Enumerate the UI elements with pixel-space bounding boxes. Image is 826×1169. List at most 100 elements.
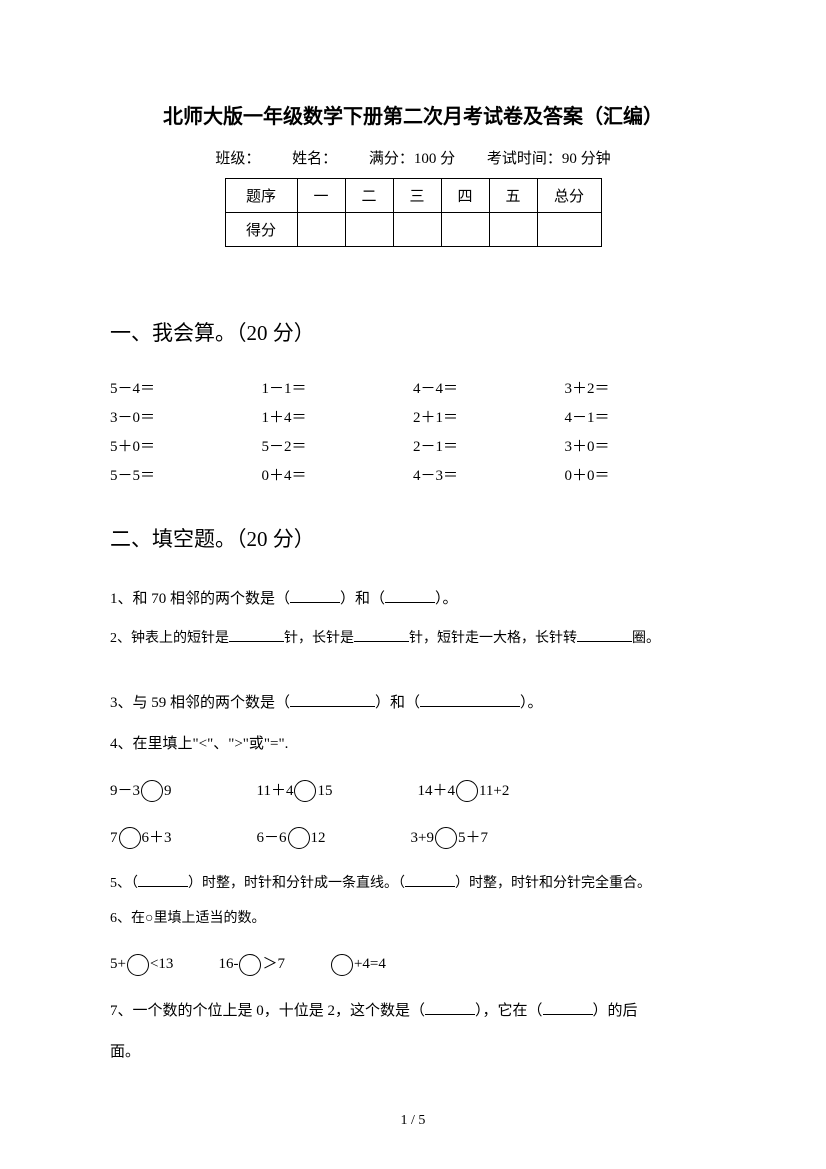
score-cell <box>345 213 393 247</box>
q-text: ），它在（ <box>475 1003 543 1019</box>
expr-left: 16- <box>218 948 238 981</box>
circle-blank <box>294 780 316 802</box>
expr-right: 6＋3 <box>142 822 172 855</box>
q-text: ）和（ <box>375 695 420 711</box>
q-text: ）和（ <box>340 591 385 607</box>
expr-right: 15 <box>317 775 332 808</box>
expr-right: +4=4 <box>354 948 386 981</box>
q-text: 7、一个数的个位上是 0，十位是 2，这个数是（ <box>110 1003 425 1019</box>
name-label: 姓名： <box>292 151 337 167</box>
q-text: 针，长针是 <box>284 631 354 646</box>
table-row: 题序 一 二 三 四 五 总分 <box>225 179 601 213</box>
blank <box>229 628 284 642</box>
q-text: ）。 <box>520 695 543 711</box>
score-cell <box>537 213 601 247</box>
compare-item: 3+9 5＋7 <box>411 822 488 855</box>
compare-item: 9－3 9 <box>110 775 172 808</box>
calc-grid: 5－4＝ 1－1＝ 4－4＝ 3＋2＝ 3－0＝ 1＋4＝ 2＋1＝ 4－1＝ … <box>110 377 716 485</box>
blank <box>543 1001 593 1015</box>
q-text: ）的后 <box>593 1003 638 1019</box>
score-cell <box>393 213 441 247</box>
q-text: 圈。 <box>632 631 660 646</box>
q-text: 针，短针走一大格，长针转 <box>409 631 577 646</box>
circle-blank <box>141 780 163 802</box>
expr-right: 5＋7 <box>458 822 488 855</box>
col-header: 一 <box>297 179 345 213</box>
calc-item: 5－2＝ <box>262 435 414 456</box>
circle-blank <box>435 827 457 849</box>
expr-right: <13 <box>150 948 173 981</box>
col-header: 二 <box>345 179 393 213</box>
calc-item: 2－1＝ <box>413 435 565 456</box>
section2-header: 二、填空题。（20 分） <box>110 523 716 553</box>
score-cell <box>297 213 345 247</box>
circle-blank <box>456 780 478 802</box>
blank <box>290 589 340 603</box>
fill-item: 5+ <13 <box>110 948 173 981</box>
calc-item: 0＋0＝ <box>565 464 717 485</box>
calc-item: 4－1＝ <box>565 406 717 427</box>
row-label: 题序 <box>225 179 297 213</box>
compare-item: 14＋411+2 <box>417 775 509 808</box>
circle-blank <box>119 827 141 849</box>
col-header: 三 <box>393 179 441 213</box>
table-row: 得分 <box>225 213 601 247</box>
expr-left: 14＋4 <box>417 775 455 808</box>
q-text: ）时整，时针和分针完全重合。 <box>455 876 651 891</box>
compare-item: 6－612 <box>257 822 326 855</box>
exam-time: 考试时间：90 分钟 <box>487 151 611 167</box>
question-list: 1、和 70 相邻的两个数是（）和（）。 2、钟表上的短针是针，长针是针，短针走… <box>110 583 716 1069</box>
class-label: 班级： <box>215 151 260 167</box>
blank <box>354 628 409 642</box>
full-score: 满分：100 分 <box>369 151 455 167</box>
expr-left: 3+9 <box>411 822 434 855</box>
q-text: ）时整，时针和分针成一条直线。（ <box>188 876 405 891</box>
col-header: 四 <box>441 179 489 213</box>
q3: 3、与 59 相邻的两个数是（ ）和（ ）。 <box>110 687 716 720</box>
q1: 1、和 70 相邻的两个数是（）和（）。 <box>110 583 716 616</box>
q-text: 2、钟表上的短针是 <box>110 631 229 646</box>
blank <box>420 693 520 707</box>
calc-item: 0＋4＝ <box>262 464 414 485</box>
page-number: 1 / 5 <box>0 1113 826 1129</box>
calc-item: 5＋0＝ <box>110 435 262 456</box>
compare-item: 11＋4 15 <box>257 775 333 808</box>
calc-item: 2＋1＝ <box>413 406 565 427</box>
blank <box>138 873 188 887</box>
expr-right: ＞7 <box>262 948 285 981</box>
q-text: 5、（ <box>110 876 138 891</box>
blank <box>577 628 632 642</box>
score-table: 题序 一 二 三 四 五 总分 得分 <box>225 178 602 247</box>
expr-left: 7 <box>110 822 118 855</box>
q4-row2: 7 6＋3 6－612 3+9 5＋7 <box>110 822 716 855</box>
calc-item: 1－1＝ <box>262 377 414 398</box>
fill-item: +4=4 <box>330 948 386 981</box>
expr-left: 11＋4 <box>257 775 294 808</box>
q-text: ）。 <box>435 591 458 607</box>
expr-left: 9－3 <box>110 775 140 808</box>
blank <box>385 589 435 603</box>
score-cell <box>441 213 489 247</box>
compare-item: 7 6＋3 <box>110 822 172 855</box>
col-header: 五 <box>489 179 537 213</box>
score-cell <box>489 213 537 247</box>
circle-blank <box>127 954 149 976</box>
q4: 4、在里填上"<"、">"或"=". <box>110 728 716 761</box>
q5: 5、（ ）时整，时针和分针成一条直线。（ ）时整，时针和分针完全重合。 <box>110 869 716 900</box>
calc-item: 5－4＝ <box>110 377 262 398</box>
fill-item: 16- ＞7 <box>218 948 285 981</box>
circle-blank <box>239 954 261 976</box>
circle-blank <box>288 827 310 849</box>
calc-item: 3＋2＝ <box>565 377 717 398</box>
expr-left: 6－6 <box>257 822 287 855</box>
col-total: 总分 <box>537 179 601 213</box>
q6-row: 5+ <13 16- ＞7 +4=4 <box>110 948 716 981</box>
q7: 7、一个数的个位上是 0，十位是 2，这个数是（ ），它在（ ）的后 <box>110 995 716 1028</box>
calc-item: 1＋4＝ <box>262 406 414 427</box>
calc-item: 3＋0＝ <box>565 435 717 456</box>
expr-left: 5+ <box>110 948 126 981</box>
calc-item: 3－0＝ <box>110 406 262 427</box>
q7-cont: 面。 <box>110 1036 716 1069</box>
q-text: 3、与 59 相邻的两个数是（ <box>110 695 290 711</box>
expr-right: 9 <box>164 775 172 808</box>
